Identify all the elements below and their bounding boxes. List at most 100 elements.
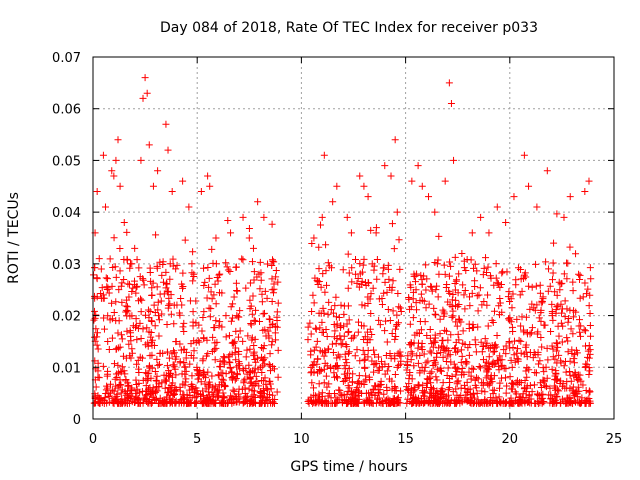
data-point [405, 295, 413, 303]
data-point [537, 306, 545, 314]
data-point [475, 291, 483, 299]
data-point [165, 367, 173, 375]
data-point [139, 325, 147, 333]
data-point [113, 390, 121, 398]
data-point [208, 295, 216, 303]
data-point [273, 308, 281, 316]
data-point [124, 307, 132, 315]
data-point [118, 298, 126, 306]
data-point [312, 325, 320, 333]
data-point [393, 208, 401, 216]
data-point [583, 290, 591, 298]
data-point [563, 334, 571, 342]
data-point [253, 377, 261, 385]
data-point [116, 267, 124, 275]
data-point [557, 377, 565, 385]
data-point [322, 398, 330, 406]
data-point [385, 362, 393, 370]
data-point [312, 392, 320, 400]
data-point [108, 386, 116, 394]
data-point [209, 333, 217, 341]
data-point [460, 257, 468, 265]
data-point [407, 348, 415, 356]
data-point [204, 368, 212, 376]
data-point [318, 318, 326, 326]
data-point [451, 344, 459, 352]
data-point [110, 308, 118, 316]
data-point [247, 320, 255, 328]
data-point [142, 395, 150, 403]
data-point [537, 333, 545, 341]
data-point [128, 287, 136, 295]
data-point [487, 374, 495, 382]
data-point [551, 288, 559, 296]
data-point [243, 346, 251, 354]
data-point [252, 306, 260, 314]
data-point [410, 384, 418, 392]
data-point [514, 264, 522, 272]
data-point [585, 387, 593, 395]
data-point [344, 349, 352, 357]
data-point [474, 307, 482, 315]
data-point [153, 355, 161, 363]
data-point [439, 379, 447, 387]
data-point [572, 346, 580, 354]
data-point [383, 387, 391, 395]
data-point [320, 151, 328, 159]
data-point [385, 275, 393, 283]
data-point [353, 279, 361, 287]
data-point [200, 264, 208, 272]
data-point [155, 312, 163, 320]
data-point [175, 399, 183, 407]
data-point [423, 275, 431, 283]
data-point [249, 292, 257, 300]
data-point [404, 361, 412, 369]
data-point [496, 295, 504, 303]
data-point [566, 193, 574, 201]
data-point [153, 283, 161, 291]
data-point [222, 259, 230, 267]
data-point [386, 316, 394, 324]
data-point [226, 267, 234, 275]
data-point [404, 395, 412, 403]
data-point [461, 305, 469, 313]
data-point [360, 182, 368, 190]
data-point [91, 307, 99, 315]
data-point [474, 375, 482, 383]
data-point [260, 213, 268, 221]
data-point [105, 289, 113, 297]
data-point [135, 264, 143, 272]
data-point [375, 364, 383, 372]
data-point [246, 296, 254, 304]
data-point [421, 363, 429, 371]
data-point [446, 258, 454, 266]
data-point [340, 310, 348, 318]
data-point [556, 286, 564, 294]
data-point [528, 283, 536, 291]
data-point [408, 177, 416, 185]
data-point [361, 363, 369, 371]
data-point [234, 333, 242, 341]
data-point [99, 151, 107, 159]
data-point [115, 286, 123, 294]
data-point [325, 298, 333, 306]
data-point [440, 261, 448, 269]
data-point [211, 399, 219, 407]
data-point [251, 335, 259, 343]
data-point [176, 340, 184, 348]
data-point [248, 386, 256, 394]
data-point [468, 364, 476, 372]
data-point [210, 346, 218, 354]
data-point [444, 364, 452, 372]
data-point [443, 327, 451, 335]
data-point [172, 338, 180, 346]
data-point [569, 383, 577, 391]
data-point [506, 297, 514, 305]
data-point [304, 336, 312, 344]
data-point [220, 358, 228, 366]
data-point [164, 287, 172, 295]
data-point [577, 332, 585, 340]
data-point [126, 264, 134, 272]
data-point [528, 324, 536, 332]
data-point [269, 257, 277, 265]
